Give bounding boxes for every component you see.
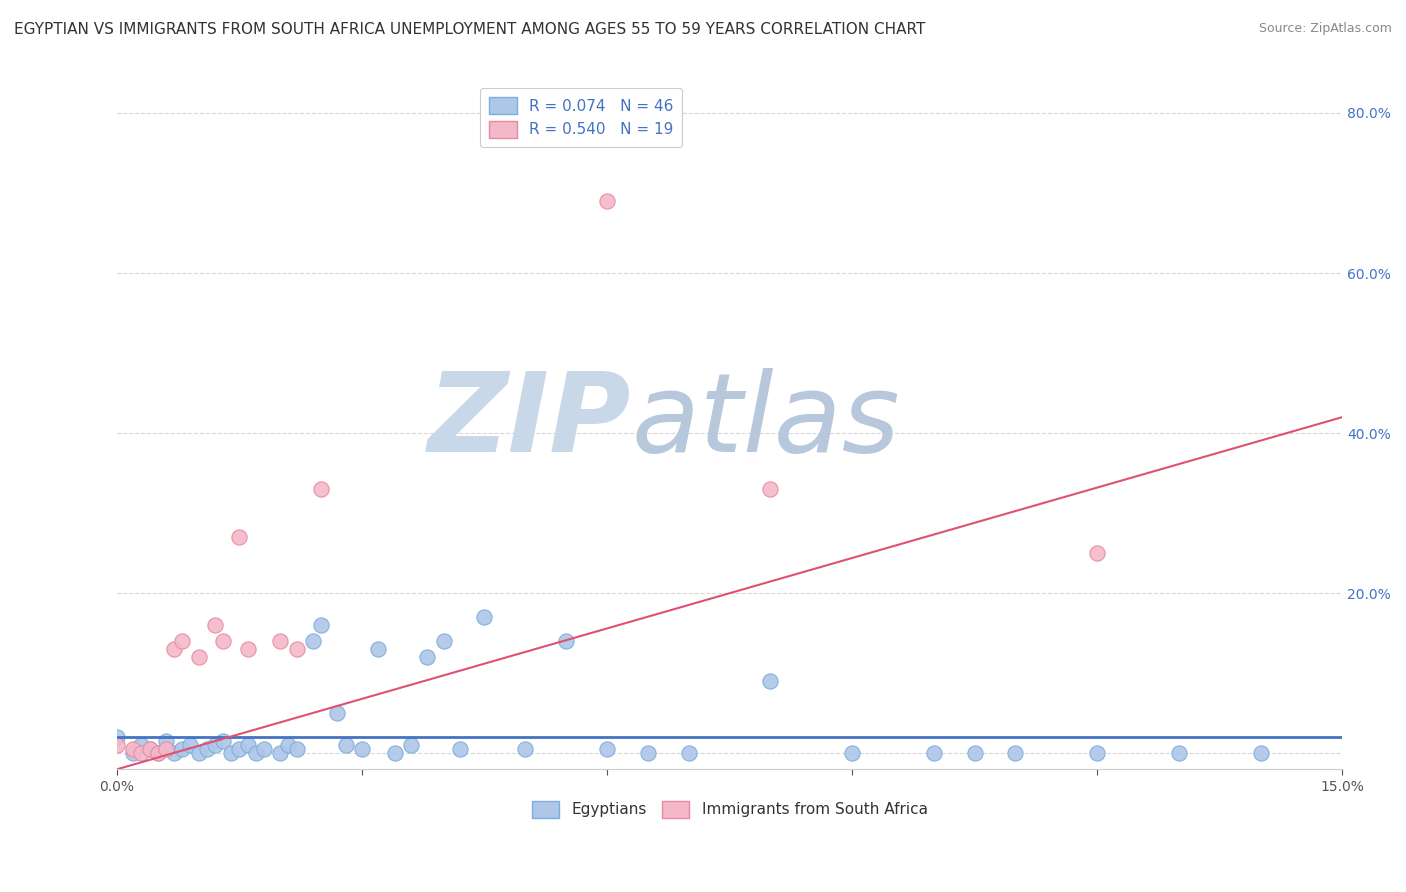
- Point: [515, 742, 537, 756]
- Text: atlas: atlas: [631, 368, 900, 475]
- Point: [326, 706, 349, 721]
- Point: [841, 747, 863, 761]
- Point: [122, 747, 145, 761]
- Point: [228, 742, 250, 756]
- Point: [367, 642, 389, 657]
- Point: [131, 747, 153, 761]
- Point: [1250, 747, 1272, 761]
- Point: [449, 742, 471, 756]
- Point: [146, 747, 169, 761]
- Point: [155, 742, 177, 756]
- Point: [245, 747, 267, 761]
- Point: [285, 642, 308, 657]
- Point: [1167, 747, 1189, 761]
- Point: [122, 742, 145, 756]
- Point: [253, 742, 276, 756]
- Point: [219, 747, 242, 761]
- Point: [105, 739, 128, 753]
- Point: [179, 739, 201, 753]
- Text: ZIP: ZIP: [427, 368, 631, 475]
- Text: EGYPTIAN VS IMMIGRANTS FROM SOUTH AFRICA UNEMPLOYMENT AMONG AGES 55 TO 59 YEARS : EGYPTIAN VS IMMIGRANTS FROM SOUTH AFRICA…: [14, 22, 925, 37]
- Point: [637, 747, 659, 761]
- Point: [678, 747, 700, 761]
- Point: [433, 634, 456, 648]
- Point: [236, 642, 259, 657]
- Point: [187, 747, 209, 761]
- Point: [228, 530, 250, 544]
- Point: [163, 747, 186, 761]
- Point: [350, 742, 373, 756]
- Point: [1004, 747, 1026, 761]
- Point: [596, 194, 619, 208]
- Point: [285, 742, 308, 756]
- Point: [138, 742, 160, 756]
- Point: [309, 618, 332, 632]
- Point: [269, 747, 291, 761]
- Point: [204, 739, 226, 753]
- Point: [922, 747, 945, 761]
- Point: [759, 674, 782, 689]
- Point: [172, 634, 194, 648]
- Point: [146, 747, 169, 761]
- Point: [212, 734, 235, 748]
- Point: [195, 742, 218, 756]
- Point: [131, 739, 153, 753]
- Point: [163, 642, 186, 657]
- Point: [236, 739, 259, 753]
- Point: [277, 739, 299, 753]
- Point: [399, 739, 422, 753]
- Point: [309, 482, 332, 496]
- Point: [759, 482, 782, 496]
- Point: [963, 747, 986, 761]
- Point: [335, 739, 357, 753]
- Point: [1085, 546, 1108, 560]
- Text: Source: ZipAtlas.com: Source: ZipAtlas.com: [1258, 22, 1392, 36]
- Point: [155, 734, 177, 748]
- Point: [204, 618, 226, 632]
- Point: [105, 731, 128, 745]
- Point: [555, 634, 578, 648]
- Point: [187, 650, 209, 665]
- Point: [416, 650, 439, 665]
- Point: [384, 747, 406, 761]
- Point: [474, 610, 496, 624]
- Point: [269, 634, 291, 648]
- Point: [1085, 747, 1108, 761]
- Point: [596, 742, 619, 756]
- Point: [138, 742, 160, 756]
- Point: [302, 634, 325, 648]
- Point: [212, 634, 235, 648]
- Point: [172, 742, 194, 756]
- Legend: Egyptians, Immigrants from South Africa: Egyptians, Immigrants from South Africa: [526, 795, 934, 824]
